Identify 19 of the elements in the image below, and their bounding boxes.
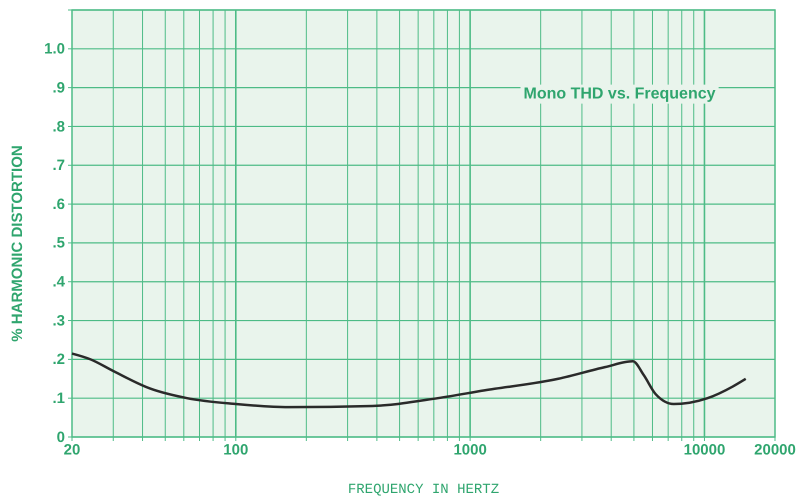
y-axis-title: % HARMONIC DISTORTION xyxy=(9,145,26,342)
y-tick-label: .5 xyxy=(52,234,65,252)
y-tick-label: .2 xyxy=(52,351,65,368)
y-tick-label: .8 xyxy=(52,118,65,136)
x-tick-label: 20000 xyxy=(754,442,796,459)
x-axis-title: FREQUENCY IN HERTZ xyxy=(348,482,500,498)
y-tick-label: .7 xyxy=(52,157,65,174)
text: Mono THD vs. Frequency xyxy=(524,86,716,103)
y-tick-label: .6 xyxy=(52,196,65,213)
y-tick-label: .4 xyxy=(52,274,66,291)
y-tick-label: .1 xyxy=(52,390,65,407)
y-tick-label: 0 xyxy=(56,428,65,446)
x-tick-label: 10000 xyxy=(684,442,726,459)
y-tick-label: .3 xyxy=(52,312,65,330)
x-tick-label: 1000 xyxy=(453,442,487,459)
x-tick-label: 20 xyxy=(64,442,80,459)
y-tick-label: .9 xyxy=(52,79,65,96)
x-tick-label: 100 xyxy=(223,442,248,459)
y-tick-label: 1.0 xyxy=(44,40,65,58)
